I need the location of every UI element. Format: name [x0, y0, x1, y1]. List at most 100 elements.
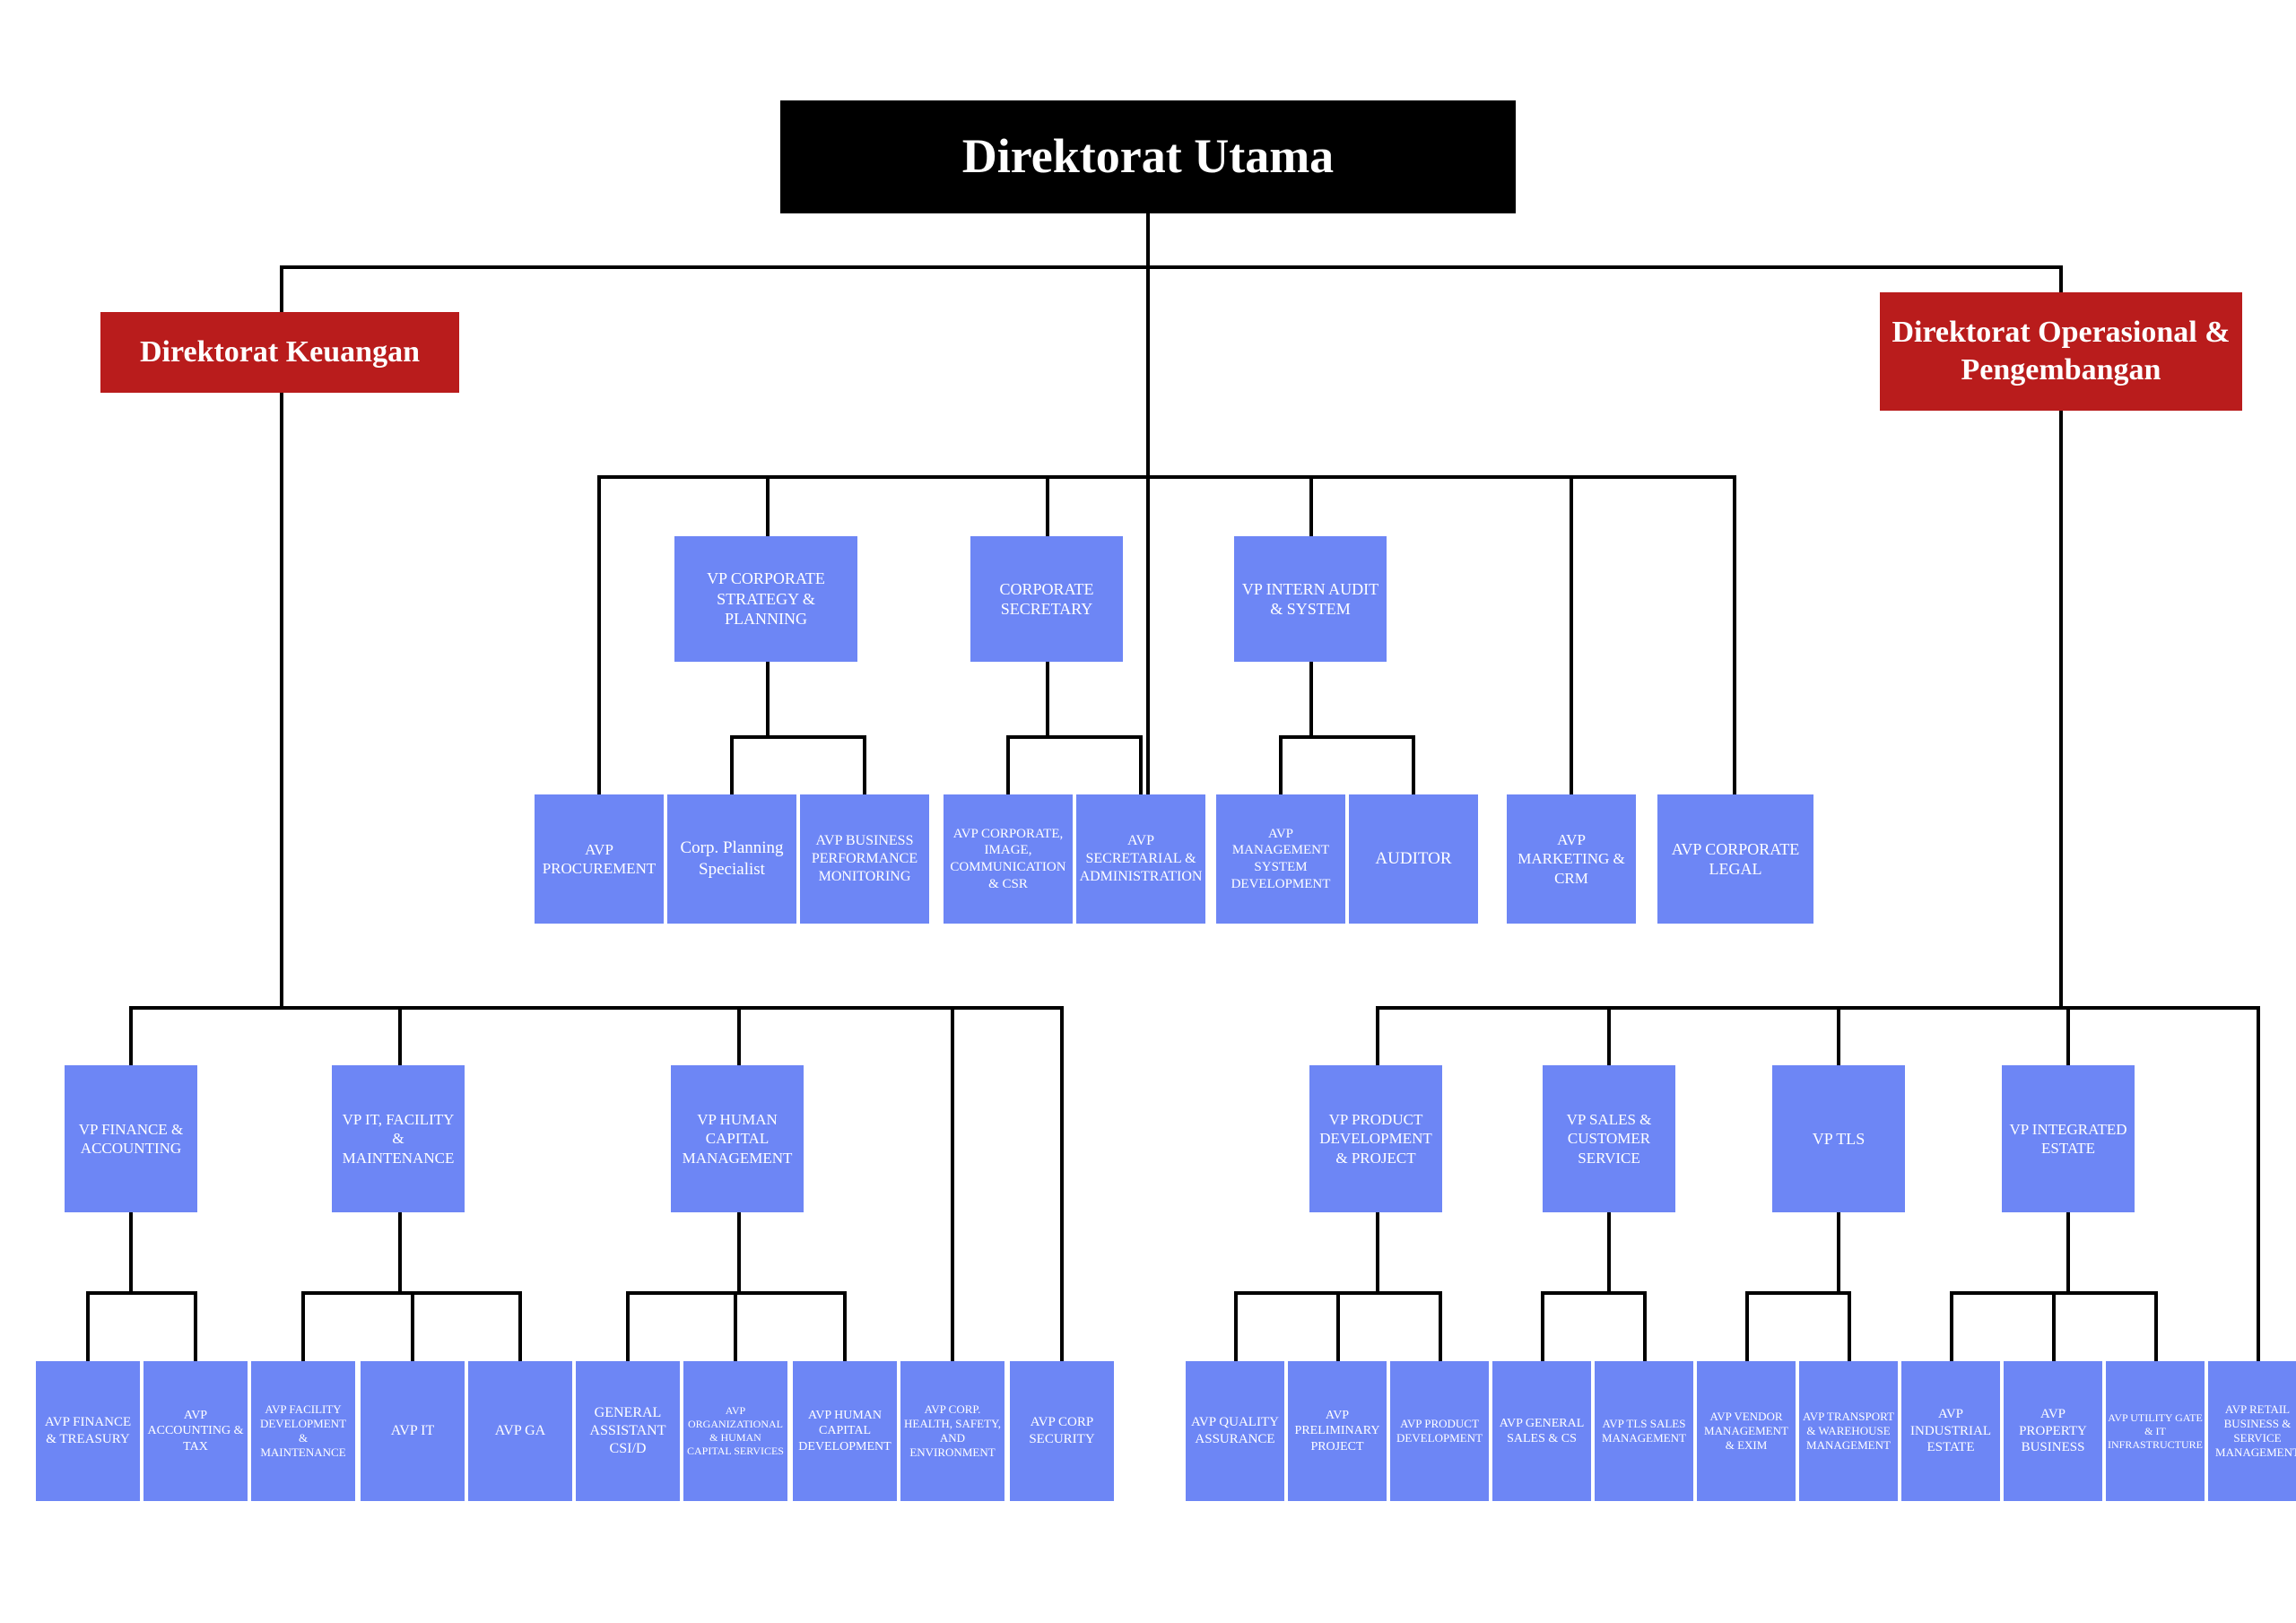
connector-line — [737, 1006, 741, 1065]
connector-line — [737, 1212, 741, 1295]
org-node-label: AVP MANAGEMENT SYSTEM DEVELOPMENT — [1220, 826, 1342, 893]
org-node-label: AVP PROCUREMENT — [538, 840, 660, 879]
org-node-label: AVP RETAIL BUSINESS & SERVICE MANAGEMENT — [2212, 1402, 2296, 1461]
connector-line — [301, 1291, 305, 1361]
org-node-avp_qa: AVP QUALITY ASSURANCE — [1186, 1361, 1284, 1501]
org-node-avp_acc_tax: AVP ACCOUNTING & TAX — [144, 1361, 248, 1501]
org-node-label: VP TLS — [1813, 1129, 1866, 1150]
org-node-avp_hcd: AVP HUMAN CAPITAL DEVELOPMENT — [793, 1361, 897, 1501]
org-node-corp_sec: CORPORATE SECRETARY — [970, 536, 1123, 662]
org-node-label: AVP ACCOUNTING & TAX — [147, 1408, 244, 1455]
connector-line — [1950, 1291, 1953, 1361]
org-node-auditor: AUDITOR — [1349, 794, 1478, 924]
org-node-avp_gen_sales: AVP GENERAL SALES & CS — [1492, 1361, 1591, 1501]
org-node-label: AVP BUSINESS PERFORMANCE MONITORING — [804, 832, 926, 886]
org-node-label: Direktorat Utama — [962, 126, 1334, 187]
connector-line — [1376, 1006, 1379, 1065]
connector-line — [1570, 475, 1573, 794]
org-node-avp_proc: AVP PROCUREMENT — [535, 794, 664, 924]
org-node-vp_int: VP INTEGRATED ESTATE — [2002, 1065, 2135, 1212]
org-node-label: VP SALES & CUSTOMER SERVICE — [1546, 1110, 1672, 1167]
org-node-label: CORPORATE SECRETARY — [974, 579, 1119, 620]
org-node-label: AVP SECRETARIAL & ADMINISTRATION — [1080, 832, 1203, 886]
connector-line — [280, 393, 283, 1010]
org-node-label: AVP ORGANIZATIONAL & HUMAN CAPITAL SERVI… — [687, 1404, 784, 1458]
org-node-label: VP INTEGRATED ESTATE — [2005, 1120, 2131, 1159]
org-node-label: AVP PRODUCT DEVELOPMENT — [1394, 1417, 1485, 1446]
org-node-label: AVP FINANCE & TREASURY — [39, 1414, 136, 1448]
org-node-vp_sales: VP SALES & CUSTOMER SERVICE — [1543, 1065, 1675, 1212]
connector-line — [1309, 475, 1313, 536]
connector-line — [1006, 735, 1010, 794]
connector-line — [1139, 735, 1143, 794]
org-node-label: VP IT, FACILITY & MAINTENANCE — [335, 1110, 461, 1167]
org-node-ga_csid: GENERAL ASSISTANT CSI/D — [576, 1361, 680, 1501]
connector-line — [843, 1291, 847, 1361]
org-node-label: VP PRODUCT DEVELOPMENT & PROJECT — [1313, 1110, 1439, 1167]
connector-line — [1279, 735, 1413, 739]
connector-line — [1046, 475, 1049, 536]
connector-line — [280, 265, 2063, 269]
org-node-corp_plan: Corp. Planning Specialist — [667, 794, 796, 924]
connector-line — [1309, 662, 1313, 739]
connector-line — [1643, 1291, 1647, 1361]
connector-line — [1541, 1291, 1647, 1295]
org-node-avp_util: AVP UTILITY GATE & IT INFRASTRUCTURE — [2106, 1361, 2205, 1501]
org-node-avp_vendor: AVP VENDOR MANAGEMENT & EXIM — [1697, 1361, 1796, 1501]
org-node-label: VP FINANCE & ACCOUNTING — [68, 1120, 194, 1159]
connector-line — [730, 735, 865, 739]
connector-line — [398, 1212, 402, 1295]
org-node-avp_bpm: AVP BUSINESS PERFORMANCE MONITORING — [800, 794, 929, 924]
org-node-label: AVP CORP SECURITY — [1013, 1414, 1110, 1448]
org-node-avp_sec_admin: AVP SECRETARIAL & ADMINISTRATION — [1076, 794, 1205, 924]
org-node-avp_fin_tres: AVP FINANCE & TREASURY — [36, 1361, 140, 1501]
connector-line — [86, 1291, 197, 1295]
org-node-label: AVP TRANSPORT & WAREHOUSE MANAGEMENT — [1803, 1410, 1894, 1454]
org-node-label: VP INTERN AUDIT & SYSTEM — [1238, 579, 1383, 620]
connector-line — [129, 1212, 133, 1295]
connector-line — [1006, 735, 1141, 739]
org-node-label: AVP CORPORATE LEGAL — [1661, 839, 1810, 880]
connector-line — [2154, 1291, 2158, 1361]
org-node-label: AVP TLS SALES MANAGEMENT — [1598, 1417, 1690, 1446]
org-node-vp_audit: VP INTERN AUDIT & SYSTEM — [1234, 536, 1387, 662]
connector-line — [1146, 265, 1150, 479]
connector-line — [1146, 475, 1150, 794]
connector-line — [2059, 265, 2063, 292]
connector-line — [398, 1006, 402, 1065]
connector-line — [1046, 662, 1049, 739]
connector-line — [2059, 411, 2063, 1010]
org-node-avp_ga: AVP GA — [468, 1361, 572, 1501]
org-node-label: AVP CORPORATE, IMAGE, COMMUNICATION & CS… — [947, 826, 1069, 893]
org-node-label: Direktorat Operasional & Pengembangan — [1883, 314, 2239, 390]
org-node-vp_corp_strat: VP CORPORATE STRATEGY & PLANNING — [674, 536, 857, 662]
org-node-dir_ops: Direktorat Operasional & Pengembangan — [1880, 292, 2242, 411]
org-node-label: AVP CORP. HEALTH, SAFETY, AND ENVIRONMEN… — [904, 1402, 1001, 1461]
connector-line — [1412, 735, 1415, 794]
connector-line — [1146, 213, 1150, 267]
connector-line — [597, 475, 601, 794]
org-node-label: AVP QUALITY ASSURANCE — [1189, 1414, 1281, 1448]
connector-line — [1837, 1006, 1840, 1065]
org-node-vp_fin: VP FINANCE & ACCOUNTING — [65, 1065, 197, 1212]
connector-line — [1607, 1006, 1611, 1065]
connector-line — [1745, 1291, 1851, 1295]
org-node-avp_legal: AVP CORPORATE LEGAL — [1657, 794, 1813, 924]
org-node-avp_sec: AVP CORP SECURITY — [1010, 1361, 1114, 1501]
connector-line — [1607, 1212, 1611, 1295]
connector-line — [951, 1006, 954, 1361]
connector-line — [1376, 1006, 2260, 1010]
org-node-label: Direktorat Keuangan — [140, 334, 420, 372]
connector-line — [626, 1291, 630, 1361]
connector-line — [1060, 1006, 1064, 1361]
org-node-label: AVP PROPERTY BUSINESS — [2007, 1406, 2099, 1456]
org-node-label: AVP UTILITY GATE & IT INFRASTRUCTURE — [2108, 1411, 2203, 1452]
connector-line — [1837, 1212, 1840, 1295]
org-node-avp_it: AVP IT — [361, 1361, 465, 1501]
org-node-avp_org_hcs: AVP ORGANIZATIONAL & HUMAN CAPITAL SERVI… — [683, 1361, 787, 1501]
org-node-root: Direktorat Utama — [780, 100, 1516, 213]
connector-line — [734, 1291, 737, 1361]
org-node-avp_trans_wh: AVP TRANSPORT & WAREHOUSE MANAGEMENT — [1799, 1361, 1898, 1501]
org-node-avp_prop: AVP PROPERTY BUSINESS — [2004, 1361, 2102, 1501]
org-node-label: AVP PRELIMINARY PROJECT — [1292, 1408, 1383, 1455]
